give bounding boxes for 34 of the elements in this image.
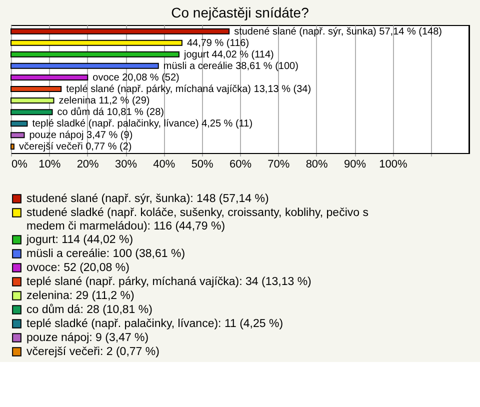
legend-label: jogurt: 114 (44,02 %)	[26, 234, 134, 246]
legend-label: studené sladké (např. koláče, sušenky, croissanty, koblihy, pečivo s medem či marmeládou): 116 (44,79 %)	[26, 206, 369, 232]
data-label: studené slané (např. sýr, šunka) 57,14 % (148)	[234, 26, 442, 38]
data-label: jogurt 44,02 % (114)	[183, 49, 274, 60]
x-tick-label: 90%	[344, 158, 366, 170]
x-tick-label: 50%	[191, 158, 214, 170]
legend-label: zelenina: 29 (11,2 %)	[26, 290, 134, 302]
legend-label: studené slané (např. sýr, šunka): 148 (57,14 %)	[26, 192, 269, 205]
data-label: müsli a cereálie 38,61 % (100)	[163, 60, 298, 72]
x-tick-label: 70%	[268, 158, 290, 170]
x-tick-label: 0%	[12, 158, 28, 170]
legend-label: teplé slané (např. párky, míchaná vajíčka): 34 (13,13 %)	[26, 276, 312, 288]
data-label: co dům dá 10,81 % (28)	[57, 106, 164, 118]
legend-label: müsli a cereálie: 100 (38,61 %)	[26, 248, 186, 260]
data-label: 44,79 % (116)	[186, 38, 250, 49]
legend-label: pouze nápoj: 9 (3,47 %)	[26, 332, 149, 344]
data-label: zelenina 11,2 % (29)	[58, 96, 150, 107]
x-tick-label: 30%	[114, 158, 138, 170]
x-tick-label: 100%	[379, 158, 408, 170]
x-tick-label: 60%	[229, 158, 252, 170]
x-tick-label: 10%	[38, 158, 61, 170]
x-tick-label: 20%	[76, 158, 100, 170]
x-tick-label: 80%	[306, 158, 328, 170]
legend-label: teplé sladké (např. palačinky, lívance): 11 (4,25 %)	[26, 318, 284, 330]
legend-label: včerejší večeři: 2 (0,77 %)	[26, 346, 160, 358]
legend-label: ovoce: 52 (20,08 %)	[26, 262, 130, 274]
x-tick-label: 40%	[153, 158, 176, 170]
data-label: teplé sladké (např. palačinky, lívance) 4,25 % (11)	[32, 118, 253, 130]
data-label: ovoce 20,08 % (52)	[92, 72, 180, 84]
data-label: pouze nápoj 3,47 % (9)	[29, 130, 133, 142]
data-label: teplé slané (např. párky, míchaná vajíčka) 13,13 % (34)	[66, 84, 312, 95]
data-label: včerejší večeři 0,77 % (2)	[18, 142, 132, 153]
legend-label: co dům dá: 28 (10,81 %)	[26, 302, 153, 316]
chart-title: Co nejčastěji snídáte?	[171, 4, 310, 20]
